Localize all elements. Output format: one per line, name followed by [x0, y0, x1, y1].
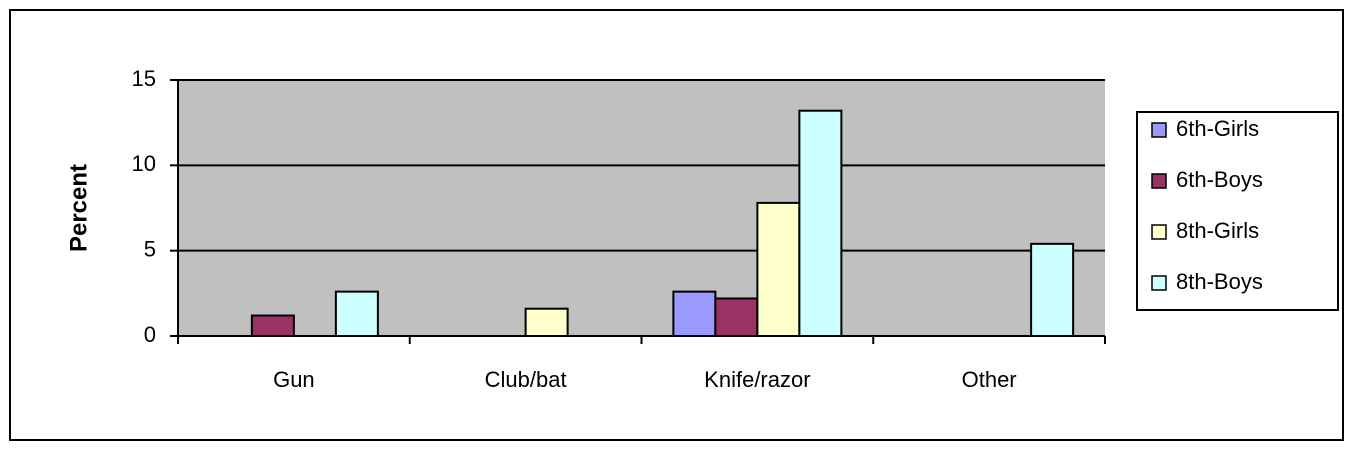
bar: [756, 201, 801, 337]
bar: [798, 109, 843, 337]
x-tick-label: Gun: [273, 367, 315, 392]
legend-label: 6th-Girls: [1176, 116, 1259, 141]
legend-swatch: [1151, 224, 1167, 240]
plot-area: [178, 80, 1105, 336]
legend-swatch: [1151, 275, 1167, 291]
bar: [524, 307, 569, 337]
bar: [1030, 242, 1075, 337]
bar: [250, 314, 295, 337]
legend-swatch: [1151, 173, 1167, 189]
bar: [334, 290, 379, 338]
x-tick-label: Other: [962, 367, 1017, 392]
bar: [714, 297, 759, 338]
legend: [1136, 111, 1339, 311]
y-tick-label: 10: [132, 151, 156, 176]
bar: [672, 290, 717, 338]
y-tick-label: 15: [132, 66, 156, 91]
legend-label: 6th-Boys: [1176, 167, 1263, 192]
legend-label: 8th-Boys: [1176, 269, 1263, 294]
x-tick-label: Knife/razor: [704, 367, 810, 392]
x-tick-label: Club/bat: [485, 367, 567, 392]
legend-swatch: [1151, 122, 1167, 138]
y-tick-label: 5: [144, 236, 156, 261]
y-tick-label: 0: [144, 322, 156, 347]
y-axis-label: Percent: [65, 164, 92, 252]
legend-label: 8th-Girls: [1176, 218, 1259, 243]
